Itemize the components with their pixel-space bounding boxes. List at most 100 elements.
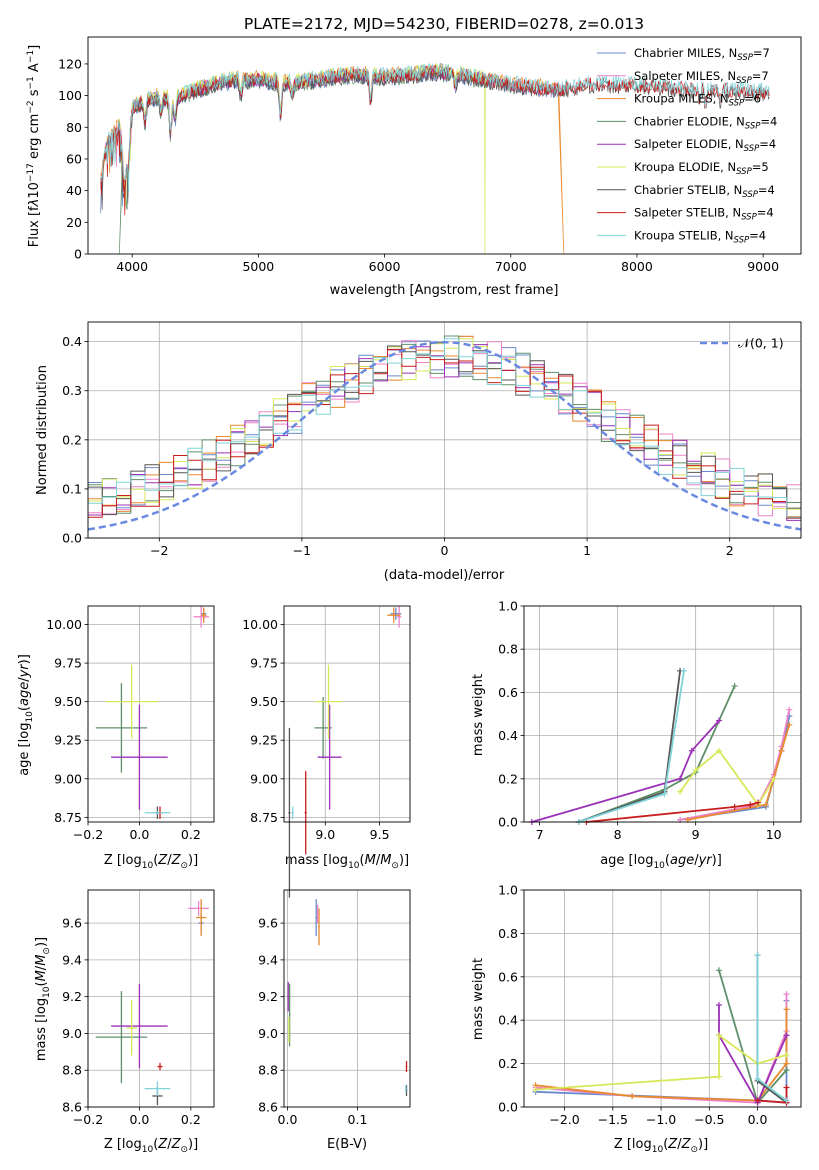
y-tick-label: 9.2 [62,989,82,1004]
weight-vs-age-series [528,667,793,825]
mass-vs-EBV-axes: 0.0 0.1 8.6 8.8 9.0 9.2 9.4 9.6 [258,890,410,1127]
weight-vs-Z-panel: Z [log10(Z/Z⊙)] mass weight [471,958,708,1155]
legend-label: Chabrier STELIB, NSSP=4 [634,183,775,200]
y-tick-label: 9.25 [250,733,278,748]
y-tick-label: 0.2 [62,432,82,447]
data-point [394,612,397,615]
y-tick-label: 0.3 [62,383,82,398]
residuals-frame [87,321,802,539]
data-point [197,907,200,910]
weight-point [747,801,754,808]
y-tick-label: 60 [66,151,82,166]
spectrum-series-line [100,62,565,254]
x-tick-label: 0.2 [181,827,201,842]
x-tick-label: 9.0 [315,827,335,842]
weight-series-line [718,1005,788,1105]
y-tick-label: 1.0 [498,599,518,614]
x-tick-label: 2 [726,543,734,558]
age-vs-Z-axes: −0.2 0.0 0.2 8.75 9.00 9.25 9.50 9.75 10.00 [46,606,214,842]
x-tick-label: 4000 [116,259,148,274]
data-point [398,615,401,618]
y-tick-label: 9.00 [54,771,82,786]
x-tick-label: −2.0 [549,1112,579,1127]
weight-point [532,1086,539,1093]
mass-vs-Z-axes: −0.2 0.0 0.2 8.6 8.8 9.0 9.2 9.4 9.6 [62,890,214,1127]
data-point [327,700,330,703]
x-tick-label: 0.0 [129,827,149,842]
age-vs-mass-axes: 9.0 9.5 8.75 9.00 9.25 9.50 9.75 10.00 [242,606,410,842]
y-tick-label: 8.8 [258,1063,278,1078]
weight-series-line [679,709,791,821]
x-tick-label: 0.0 [129,1112,149,1127]
y-tick-label: 0.4 [498,728,518,743]
y-tick-label: 9.25 [54,733,82,748]
y-tick-label: 9.75 [54,656,82,671]
y-tick-label: 100 [58,88,82,103]
weight-vs-age-panel: age [log10(age/yr)] mass weight [471,674,722,871]
legend-label: Chabrier ELODIE, NSSP=4 [634,114,777,131]
mass-vs-Z-points [95,899,209,1106]
y-tick-label: 9.6 [258,916,278,931]
age-vs-Z-points [95,606,209,819]
y-tick-label: 9.0 [258,1026,278,1041]
weight-point [762,801,769,808]
y-tick-label: 20 [66,215,82,230]
normal-curve [88,340,801,531]
weight-series-line [578,670,681,823]
data-point [288,811,291,814]
mass-vs-EBV-frame [283,889,411,1108]
x-tick-label: 0.2 [181,1112,201,1127]
y-tick-label: 9.6 [62,916,82,931]
weight-point [783,1060,790,1067]
x-tick-label: 9.5 [370,827,390,842]
mass-vs-Z-panel: Z [log10(Z/Z⊙)] mass [log10(M/M⊙)] [34,937,198,1155]
legend-label: Kroupa ELODIE, NSSP=5 [634,160,769,177]
weight-point [688,747,695,754]
weight-series-line [718,970,788,1105]
weight-vs-Z-xlabel: Z [log10(Z/Z⊙)] [614,1137,708,1155]
weight-vs-age-xlabel: age [log10(age/yr)] [600,853,722,871]
y-tick-label: 8.75 [54,810,82,825]
spectrum-series-line [100,67,562,214]
y-tick-label: 0.6 [498,685,518,700]
weight-point [755,799,762,806]
spectrum-frame [87,36,802,255]
spectrum-axes: 4000 5000 6000 7000 8000 9000 0 20 40 60 80 100 120 [58,56,779,274]
legend-label: Kroupa MILES, NSSP=6 [634,92,761,109]
y-tick-label: 0.8 [498,642,518,657]
data-point [404,1087,407,1090]
y-tick-label: 9.0 [62,1026,82,1041]
weight-vs-Z-frame [523,889,802,1108]
residuals-xlabel: (data-model)/error [384,568,505,583]
y-tick-label: 8.6 [258,1100,278,1115]
residuals-panel: (data-model)/error Normed distribution [35,365,505,583]
data-point [138,756,141,759]
y-tick-label: 9.50 [250,694,278,709]
x-tick-label: −1 [293,543,311,558]
mass-vs-EBV-points [287,899,408,1096]
y-tick-label: 9.50 [54,694,82,709]
x-tick-label: 0.1 [348,1112,368,1127]
data-point [120,1036,123,1039]
y-tick-label: 40 [66,183,82,198]
data-point [315,916,318,919]
y-tick-label: 10.00 [242,617,278,632]
y-tick-label: 8.8 [62,1063,82,1078]
y-tick-label: 0.0 [62,531,82,546]
weight-point [731,682,738,689]
weight-series-line [586,801,759,823]
y-tick-label: 0.4 [498,1013,518,1028]
y-tick-label: 9.4 [258,952,278,967]
weight-point [783,1006,790,1013]
data-point [159,1065,161,1068]
data-point [130,700,133,703]
mass-vs-EBV-xlabel: E(B-V) [327,1137,367,1152]
weight-point [716,747,723,754]
data-point [138,1025,141,1027]
weight-series-line [679,749,775,807]
residuals-legend-label: 𝒩(0, 1) [738,336,784,351]
x-tick-label: 9 [692,827,700,842]
weight-series-line [756,955,788,1104]
weight-point [786,706,793,713]
